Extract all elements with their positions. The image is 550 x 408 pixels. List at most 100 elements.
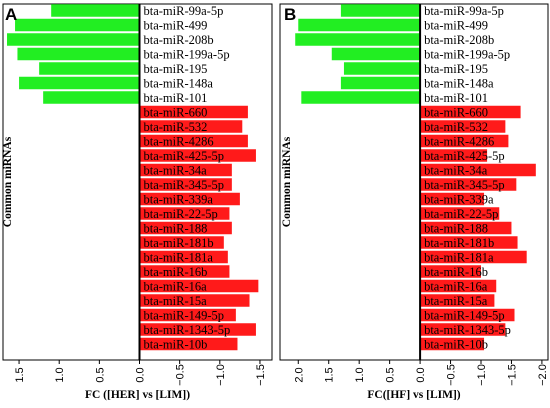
bar-bta-miR-660 bbox=[420, 105, 521, 119]
bar-bta-miR-10b bbox=[420, 337, 485, 351]
chart-panel-b: bta-miR-99a-5pbta-miR-499bta-miR-208bbta… bbox=[279, 3, 549, 401]
bar-bta-miR-195 bbox=[343, 62, 421, 75]
bar-bta-miR-101 bbox=[43, 91, 140, 104]
bar-bta-miR-345-5p bbox=[420, 178, 517, 191]
bar-bta-miR-16a bbox=[420, 279, 497, 293]
x-tick-label: −0.5 bbox=[175, 364, 187, 386]
category-label: bta-miR-199a-5p bbox=[144, 48, 230, 62]
bar-bta-miR-199a-5p bbox=[17, 47, 140, 61]
x-tick-label: −1.0 bbox=[476, 364, 488, 386]
bar-bta-miR-16a bbox=[139, 279, 259, 293]
bar-bta-miR-208b bbox=[295, 33, 421, 46]
x-tick-label: 1.5 bbox=[14, 367, 26, 382]
category-label: bta-miR-339a bbox=[424, 193, 494, 207]
bar-bta-miR-22-5p bbox=[139, 207, 230, 220]
category-label: bta-miR-660 bbox=[144, 106, 208, 120]
bar-bta-miR-532 bbox=[139, 120, 243, 133]
chart-panel-a: bta-miR-99a-5pbta-miR-499bta-miR-208bbta… bbox=[2, 3, 273, 401]
category-label: bta-miR-195 bbox=[424, 62, 488, 76]
category-label: bta-miR-195 bbox=[144, 62, 208, 76]
x-tick-label: −2.0 bbox=[537, 364, 549, 386]
x-tick-label: 0.0 bbox=[135, 367, 147, 382]
bar-bta-miR-148a bbox=[340, 76, 421, 90]
category-label: bta-miR-16b bbox=[424, 265, 488, 279]
bar-bta-miR-101 bbox=[301, 91, 421, 104]
bar-bta-miR-345-5p bbox=[139, 178, 232, 191]
bar-bta-miR-149-5p bbox=[420, 308, 515, 322]
category-label: bta-miR-16a bbox=[144, 280, 208, 294]
category-label: bta-miR-16a bbox=[424, 280, 488, 294]
bar-bta-miR-99a-5p bbox=[51, 4, 140, 17]
category-label: bta-miR-10b bbox=[424, 338, 488, 352]
bar-bta-miR-181a bbox=[420, 250, 527, 264]
bar-bta-miR-15a bbox=[139, 294, 250, 307]
bar-bta-miR-148a bbox=[19, 76, 140, 90]
category-label: bta-miR-101 bbox=[424, 91, 488, 105]
category-label: bta-miR-208b bbox=[424, 33, 494, 47]
x-tick-label: 0.0 bbox=[415, 367, 427, 382]
x-tick-label: 0.5 bbox=[94, 367, 106, 382]
category-label: bta-miR-4286 bbox=[144, 135, 214, 149]
bar-bta-miR-208b bbox=[7, 33, 140, 46]
x-tick-label: −0.5 bbox=[446, 364, 458, 386]
bar-bta-miR-34a bbox=[420, 163, 536, 177]
category-label: bta-miR-16b bbox=[144, 265, 208, 279]
panel-letter: A bbox=[5, 5, 17, 24]
category-label: bta-miR-22-5p bbox=[144, 207, 218, 221]
category-label: bta-miR-34a bbox=[424, 164, 488, 178]
category-label: bta-miR-99a-5p bbox=[424, 4, 504, 18]
category-label: bta-miR-101 bbox=[144, 91, 208, 105]
bar-bta-miR-149-5p bbox=[139, 308, 236, 322]
plot-frame bbox=[2, 3, 273, 361]
bar-bta-miR-532 bbox=[420, 120, 506, 133]
x-axis-label: FC([HF] vs [LIM]) bbox=[367, 389, 460, 401]
x-tick-label: 1.5 bbox=[324, 367, 336, 382]
category-label: bta-miR-22-5p bbox=[424, 207, 498, 221]
bar-bta-miR-188 bbox=[420, 221, 512, 235]
bar-bta-miR-4286 bbox=[420, 134, 509, 148]
bar-bta-miR-425-5p bbox=[139, 149, 256, 162]
category-label: bta-miR-188 bbox=[424, 222, 488, 236]
category-label: bta-miR-149-5p bbox=[144, 309, 225, 323]
y-axis-label: Common miRNAs bbox=[2, 136, 14, 227]
category-label: bta-miR-99a-5p bbox=[144, 4, 224, 18]
bar-bta-miR-15a bbox=[420, 294, 495, 307]
category-label: bta-miR-148a bbox=[144, 77, 214, 91]
category-label: bta-miR-1343-5p bbox=[144, 323, 231, 337]
bar-bta-miR-339a bbox=[139, 192, 240, 206]
bar-bta-miR-499 bbox=[15, 18, 140, 32]
x-tick-label: 2.0 bbox=[293, 367, 305, 382]
plot-frame bbox=[279, 3, 549, 361]
bar-bta-miR-10b bbox=[139, 337, 238, 351]
category-label: bta-miR-345-5p bbox=[424, 178, 505, 192]
category-label: bta-miR-148a bbox=[424, 77, 494, 91]
category-label: bta-miR-532 bbox=[144, 120, 208, 134]
bar-bta-miR-660 bbox=[139, 105, 248, 119]
category-label: bta-miR-181a bbox=[144, 251, 214, 265]
category-label: bta-miR-4286 bbox=[424, 135, 494, 149]
bar-bta-miR-499 bbox=[298, 18, 421, 32]
bar-bta-miR-16b bbox=[139, 265, 230, 278]
bar-bta-miR-181b bbox=[420, 236, 518, 249]
category-label: bta-miR-425-5p bbox=[144, 149, 225, 163]
bar-bta-miR-1343-5p bbox=[420, 323, 506, 336]
category-label: bta-miR-15a bbox=[424, 294, 488, 308]
bar-bta-miR-199a-5p bbox=[331, 47, 421, 61]
x-tick-label: −1.5 bbox=[255, 364, 267, 386]
category-label: bta-miR-532 bbox=[424, 120, 488, 134]
bar-bta-miR-16b bbox=[420, 265, 481, 278]
category-label: bta-miR-10b bbox=[144, 338, 208, 352]
category-label: bta-miR-199a-5p bbox=[424, 48, 510, 62]
category-label: bta-miR-181b bbox=[144, 236, 214, 250]
y-axis-label: Common miRNAs bbox=[281, 136, 293, 227]
category-label: bta-miR-1343-5p bbox=[424, 323, 511, 337]
bar-bta-miR-181a bbox=[139, 250, 228, 264]
x-tick-label: −1.0 bbox=[215, 364, 227, 386]
category-label: bta-miR-499 bbox=[424, 19, 488, 33]
bar-bta-miR-188 bbox=[139, 221, 232, 235]
category-label: bta-miR-339a bbox=[144, 193, 214, 207]
category-label: bta-miR-15a bbox=[144, 294, 208, 308]
panel-letter: B bbox=[284, 5, 296, 24]
category-label: bta-miR-345-5p bbox=[144, 178, 225, 192]
